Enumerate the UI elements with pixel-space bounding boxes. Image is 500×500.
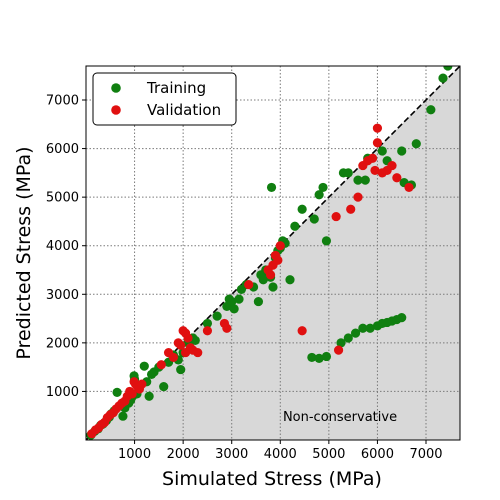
validation-point [331, 211, 341, 222]
x-tick-label: 4000 [264, 447, 297, 462]
training-point [314, 190, 324, 200]
training-point [365, 323, 375, 333]
y-tick-label: 1000 [46, 385, 79, 400]
training-point [227, 296, 237, 307]
x-tick-label: 1000 [118, 447, 151, 462]
validation-point [275, 241, 285, 251]
training-point [297, 204, 307, 214]
training-point [397, 146, 407, 156]
training-point [318, 182, 328, 193]
validation-point [372, 123, 383, 133]
y-tick-label: 2000 [46, 336, 79, 351]
plot-frame [85, 65, 461, 441]
x-tick-label: 5000 [312, 447, 345, 462]
training-point [258, 275, 268, 285]
x-tick-label: 3000 [215, 447, 248, 462]
training-point [321, 236, 332, 246]
training-point [309, 214, 319, 224]
legend-label-validation: Validation [147, 101, 221, 119]
training-point [266, 182, 277, 193]
training-point [343, 333, 353, 343]
validation-point [202, 326, 213, 336]
y-tick-label: 5000 [46, 191, 79, 206]
x-tick-label: 6000 [361, 447, 394, 462]
validation-point [333, 345, 344, 355]
validation-point [353, 192, 363, 202]
grid [86, 66, 460, 440]
validation-point [137, 379, 147, 389]
legend-marker-training [111, 83, 121, 93]
training-point [426, 105, 436, 115]
validation-point [387, 160, 397, 171]
training-point [253, 296, 264, 307]
training-point [212, 311, 222, 321]
validation-point [404, 182, 414, 193]
legend: Training Validation [92, 72, 237, 126]
validation-point [168, 352, 179, 363]
training-point [350, 328, 361, 338]
training-point [360, 175, 370, 185]
validation-point [392, 173, 402, 183]
training-point [234, 294, 244, 304]
annotation-non-conservative: Non-conservative [283, 410, 397, 425]
training-point [343, 168, 353, 178]
validation-point [193, 347, 203, 358]
validation-point [372, 138, 383, 148]
training-point [358, 323, 368, 333]
training-point [190, 335, 200, 346]
y-tick-label: 6000 [46, 142, 79, 157]
axes-frame [85, 65, 461, 441]
training-point [397, 313, 407, 323]
validation-point [346, 204, 356, 214]
y-tick-label: 4000 [46, 239, 79, 254]
legend-box [92, 72, 237, 126]
training-point [144, 391, 154, 401]
axis-ticks: 1000 2000 3000 4000 5000 6000 7000 1000 2000 3000… [46, 94, 443, 463]
validation-point [370, 165, 380, 176]
training-point [377, 146, 387, 156]
validation-point [273, 255, 283, 265]
validation-point [183, 333, 193, 343]
x-tick-label: 2000 [167, 447, 200, 462]
training-point [314, 353, 324, 363]
training-point [336, 338, 346, 348]
y-axis-label: Predicted Stress (MPa) [13, 146, 35, 359]
training-point [176, 364, 186, 375]
x-tick-label: 7000 [409, 447, 442, 462]
validation-point [367, 153, 378, 163]
training-point [112, 387, 122, 397]
training-point [118, 411, 128, 421]
y-tick-label: 7000 [46, 94, 79, 109]
training-point [411, 139, 421, 149]
x-axis-label: Simulated Stress (MPa) [162, 468, 382, 490]
training-point [139, 361, 149, 371]
validation-point [244, 279, 254, 290]
y-tick-label: 3000 [46, 288, 79, 303]
training-point [353, 175, 363, 185]
training-point [229, 304, 239, 314]
legend-marker-validation [111, 105, 121, 115]
legend-label-training: Training [146, 79, 206, 97]
training-point [438, 73, 448, 83]
data-points [86, 66, 453, 440]
training-point [202, 318, 213, 329]
training-point [285, 275, 295, 285]
training-point [321, 351, 332, 362]
validation-point [176, 340, 186, 350]
training-point [307, 352, 317, 363]
validation-point [222, 323, 232, 333]
training-point [443, 66, 453, 71]
validation-point [127, 389, 137, 399]
training-point [268, 282, 278, 292]
validation-point [265, 270, 276, 280]
validation-point [297, 326, 307, 336]
validation-point [156, 360, 166, 370]
training-point [290, 221, 300, 231]
training-point [159, 381, 169, 392]
